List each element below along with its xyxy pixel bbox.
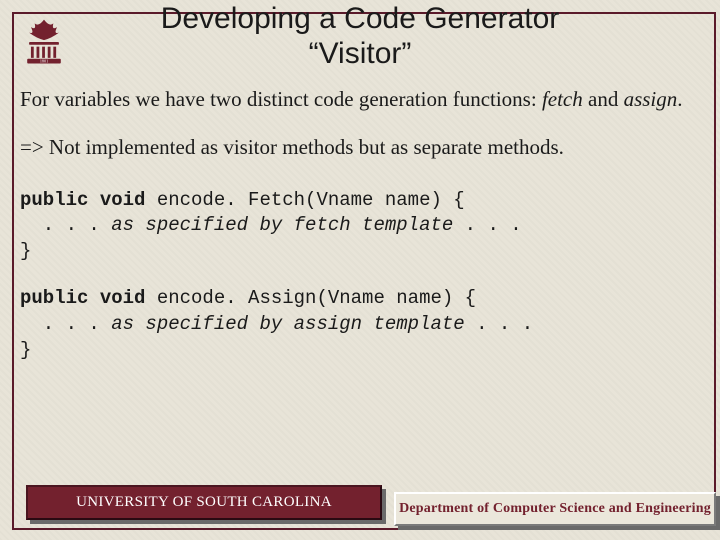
code-block-assign: public void encode. Assign(Vname name) {… [20, 286, 702, 363]
code1-trail: . . . [453, 214, 521, 236]
para1-and: and [583, 87, 624, 111]
paragraph-1: For variables we have two distinct code … [20, 86, 702, 112]
para1-text-a: For variables we have two distinct code … [20, 87, 542, 111]
footer-department: Department of Computer Science and Engin… [394, 492, 716, 526]
para1-assign: assign [624, 87, 678, 111]
slide-content: For variables we have two distinct code … [20, 86, 702, 385]
para1-fetch: fetch [542, 87, 583, 111]
code2-sig: encode. Assign(Vname name) { [145, 287, 476, 309]
code2-close: } [20, 339, 31, 361]
code2-comment: as specified by assign template [111, 313, 464, 335]
code1-comment: as specified by fetch template [111, 214, 453, 236]
code2-trail: . . . [465, 313, 533, 335]
code1-close: } [20, 240, 31, 262]
para1-end: . [677, 87, 682, 111]
slide-title: Developing a Code Generator “Visitor” [0, 2, 720, 71]
footer-department-text: Department of Computer Science and Engin… [399, 501, 711, 517]
footer-university-text: UNIVERSITY OF SOUTH CAROLINA [76, 494, 332, 511]
code2-kw: public void [20, 287, 145, 309]
title-line1: Developing a Code Generator [161, 2, 560, 35]
footer-university: UNIVERSITY OF SOUTH CAROLINA [26, 485, 382, 520]
paragraph-2: => Not implemented as visitor methods bu… [20, 134, 702, 161]
code2-lead: . . . [20, 313, 111, 335]
code1-sig: encode. Fetch(Vname name) { [145, 189, 464, 211]
code-block-fetch: public void encode. Fetch(Vname name) { … [20, 188, 702, 265]
code1-kw: public void [20, 189, 145, 211]
title-line2: “Visitor” [309, 37, 412, 70]
code1-lead: . . . [20, 214, 111, 236]
